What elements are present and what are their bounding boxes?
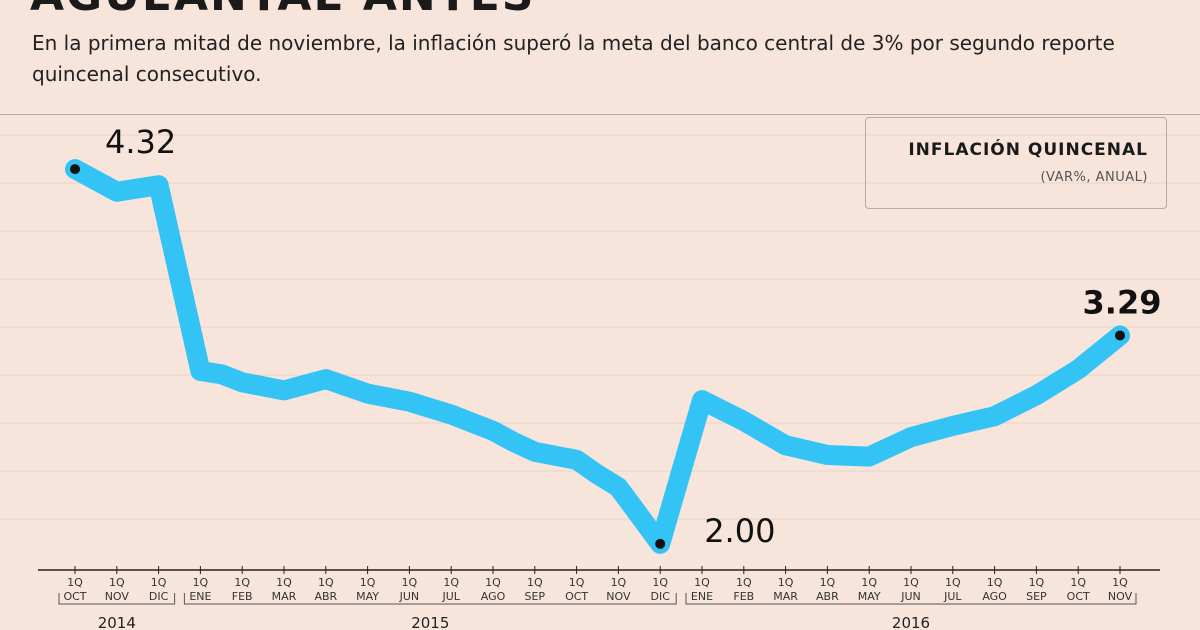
top-divider <box>0 114 1200 115</box>
tick-label-month: MAR <box>773 590 798 603</box>
tick-label-quincena: 1Q <box>1029 576 1045 589</box>
data-label: 2.00 <box>704 512 775 550</box>
tick-label-quincena: 1Q <box>234 576 250 589</box>
tick-label-quincena: 1Q <box>987 576 1003 589</box>
tick-label-quincena: 1Q <box>945 576 961 589</box>
subtitle: En la primera mitad de noviembre, la inf… <box>32 31 1115 86</box>
tick-label-quincena: 1Q <box>861 576 877 589</box>
year-label: 2016 <box>892 614 930 630</box>
tick-label-month: SEP <box>1026 590 1047 603</box>
data-point-marker <box>655 538 666 549</box>
tick-label-month: JUL <box>441 590 460 603</box>
year-bracket <box>685 593 1137 605</box>
year-bracket <box>58 593 176 605</box>
tick-label-month: JUN <box>900 590 921 603</box>
tick-label-month: OCT <box>63 590 86 603</box>
tick-label-month: FEB <box>733 590 754 603</box>
tick-label-quincena: 1Q <box>67 576 83 589</box>
tick-label-quincena: 1Q <box>193 576 209 589</box>
tick-label-month: NOV <box>1108 590 1133 603</box>
legend-title: INFLACIÓN QUINCENAL <box>908 140 1148 160</box>
tick-label-quincena: 1Q <box>1112 576 1128 589</box>
tick-label-month: MAY <box>858 590 881 603</box>
tick-label-quincena: 1Q <box>151 576 167 589</box>
year-label: 2014 <box>98 614 136 630</box>
tick-label-month: DIC <box>650 590 670 603</box>
tick-label-month: SEP <box>525 590 546 603</box>
tick-label-quincena: 1Q <box>778 576 794 589</box>
tick-label-quincena: 1Q <box>109 576 125 589</box>
data-point-marker <box>70 164 80 175</box>
tick-label-month: MAY <box>356 590 379 603</box>
tick-label-month: FEB <box>232 590 253 603</box>
year-labels: 2014 2015 2016 <box>58 593 1137 630</box>
tick-label-month: OCT <box>565 590 588 603</box>
tick-label-month: ENE <box>691 590 713 603</box>
data-label: 4.32 <box>105 123 176 161</box>
x-axis <box>38 566 1160 574</box>
tick-label-quincena: 1Q <box>485 576 501 589</box>
tick-label-quincena: 1Q <box>736 576 752 589</box>
tick-label-month: JUL <box>943 590 962 603</box>
tick-label-quincena: 1Q <box>527 576 543 589</box>
tick-label-quincena: 1Q <box>652 576 668 589</box>
legend-subtitle: (VAR%, ANUAL) <box>1040 170 1148 185</box>
x-tick-labels: 1QOCT1QNOV1QDIC1QENE1QFEB1QMAR1QABR1QMAY… <box>63 576 1132 603</box>
annotations: 4.32 2.00 3.29 <box>70 123 1161 550</box>
tick-label-quincena: 1Q <box>402 576 418 589</box>
tick-label-month: OCT <box>1067 590 1090 603</box>
tick-label-quincena: 1Q <box>903 576 919 589</box>
tick-label-month: ABR <box>816 590 839 603</box>
data-point-marker <box>1115 330 1125 341</box>
tick-label-quincena: 1Q <box>443 576 459 589</box>
tick-label-month: NOV <box>606 590 631 603</box>
year-bracket <box>183 593 677 605</box>
tick-label-quincena: 1Q <box>611 576 627 589</box>
tick-label-month: JUN <box>399 590 420 603</box>
tick-label-month: NOV <box>105 590 130 603</box>
tick-label-quincena: 1Q <box>318 576 334 589</box>
headline: AGUEANTAE ANTES <box>30 0 536 21</box>
tick-label-quincena: 1Q <box>569 576 585 589</box>
tick-label-quincena: 1Q <box>694 576 710 589</box>
tick-label-month: ENE <box>189 590 211 603</box>
tick-label-month: ABR <box>314 590 337 603</box>
tick-label-month: MAR <box>272 590 297 603</box>
tick-label-quincena: 1Q <box>276 576 292 589</box>
tick-label-month: DIC <box>149 590 169 603</box>
tick-label-month: AGO <box>982 590 1007 603</box>
data-label: 3.29 <box>1083 283 1162 321</box>
year-label: 2015 <box>411 614 449 630</box>
tick-label-month: AGO <box>481 590 506 603</box>
inflation-series <box>65 159 1130 554</box>
legend-box: INFLACIÓN QUINCENAL (VAR%, ANUAL) <box>865 117 1167 209</box>
tick-label-quincena: 1Q <box>1070 576 1086 589</box>
inflation-line <box>65 159 1130 554</box>
tick-label-quincena: 1Q <box>360 576 376 589</box>
tick-label-quincena: 1Q <box>820 576 836 589</box>
